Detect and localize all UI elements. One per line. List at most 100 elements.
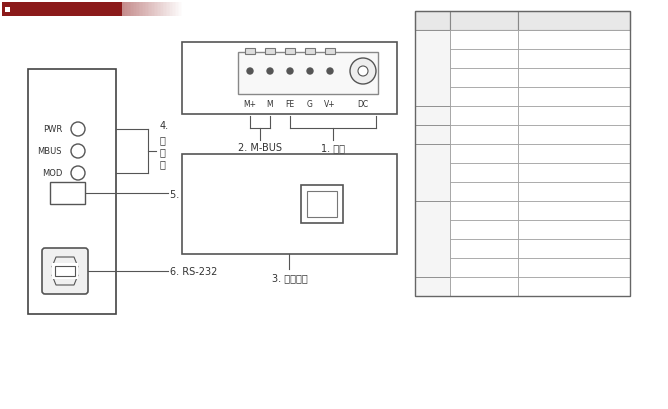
Bar [518, 145, 630, 164]
Bar [134, 3, 136, 17]
Bar [128, 3, 130, 17]
Bar [28, 70, 116, 314]
Bar [301, 186, 343, 223]
Bar [415, 202, 450, 277]
Bar [140, 3, 142, 17]
Text: MODBUS通信指示灯: MODBUS通信指示灯 [542, 188, 605, 196]
Bar [415, 31, 450, 107]
Bar [144, 3, 146, 17]
Text: 电源接地: 电源接地 [564, 93, 584, 102]
Bar [518, 220, 630, 239]
Text: Mbus连接总线正/负极: Mbus连接总线正/负极 [544, 112, 604, 121]
Circle shape [287, 69, 293, 75]
Bar [415, 12, 630, 296]
Text: 灯: 灯 [160, 159, 166, 169]
Bar [124, 3, 125, 17]
Text: 1: 1 [430, 64, 436, 74]
Bar [450, 164, 518, 182]
Circle shape [267, 69, 273, 75]
Bar [146, 3, 148, 17]
Bar [130, 3, 131, 17]
Bar [173, 3, 174, 17]
Bar [450, 145, 518, 164]
Bar [179, 3, 180, 17]
Circle shape [327, 69, 333, 75]
Bar [238, 53, 378, 95]
Bar [450, 239, 518, 258]
Bar [148, 3, 149, 17]
Text: 2. M-BUS: 2. M-BUS [238, 143, 282, 153]
Bar [518, 258, 630, 277]
Circle shape [350, 59, 376, 85]
Text: 4.: 4. [160, 121, 169, 131]
Text: 名称: 名称 [478, 16, 490, 27]
Bar [138, 3, 140, 17]
Bar [180, 3, 182, 17]
Polygon shape [52, 275, 78, 285]
Bar [143, 3, 144, 17]
Text: 电源指示灯: 电源指示灯 [562, 150, 587, 159]
Bar [518, 69, 630, 88]
Bar [167, 3, 168, 17]
Text: RS-232(DB9): RS-232(DB9) [457, 282, 511, 291]
Text: 透传模式使用: 透传模式使用 [559, 245, 589, 254]
Text: 6. RS-232: 6. RS-232 [170, 266, 217, 276]
Text: 引脚定义: 引脚定义 [55, 4, 85, 16]
Bar [450, 107, 518, 126]
Text: PE: PE [479, 93, 489, 102]
Text: 示: 示 [160, 147, 166, 157]
Bar [307, 191, 337, 218]
Text: 5. 四位拨码: 5. 四位拨码 [170, 189, 206, 198]
Text: V+: V+ [478, 74, 490, 83]
Text: 恢复出厂设置: 恢复出厂设置 [559, 263, 589, 272]
Bar [182, 155, 397, 254]
Bar [156, 3, 158, 17]
Bar [415, 12, 450, 31]
Text: 4: 4 [430, 168, 436, 178]
Polygon shape [52, 257, 78, 267]
Circle shape [247, 69, 253, 75]
Bar [415, 126, 450, 145]
Text: 24V 内+，外-: 24V 内+，外- [552, 36, 596, 45]
Bar [450, 50, 518, 69]
Bar [122, 3, 124, 17]
Text: 透传模式使用: 透传模式使用 [559, 225, 589, 234]
Bar [5, 8, 10, 13]
Bar [518, 50, 630, 69]
Bar [518, 107, 630, 126]
Bar [170, 3, 172, 17]
Text: 圆形接头: 圆形接头 [474, 36, 494, 45]
Bar [245, 49, 255, 55]
Bar [52, 263, 78, 279]
Bar [450, 220, 518, 239]
Text: MBUS: MBUS [472, 169, 496, 178]
Bar [132, 3, 134, 17]
Bar [450, 258, 518, 277]
FancyBboxPatch shape [42, 248, 88, 294]
Bar [161, 3, 162, 17]
Text: 拨码开关3: 拨码开关3 [472, 245, 497, 254]
Bar [450, 126, 518, 145]
Text: G: G [481, 55, 487, 64]
Bar [518, 126, 630, 145]
Text: 24V直流电源正端: 24V直流电源正端 [551, 74, 597, 83]
Bar [265, 49, 275, 55]
Text: 拨码开关2: 拨码开关2 [472, 225, 496, 234]
Text: G: G [307, 100, 313, 109]
Text: 指: 指 [160, 135, 166, 145]
Bar [450, 12, 518, 31]
Bar [518, 277, 630, 296]
Text: MBUS: MBUS [37, 147, 62, 156]
Text: 通讯连接: 通讯连接 [564, 131, 584, 139]
Text: 1. 电源: 1. 电源 [321, 143, 345, 153]
Bar [415, 145, 450, 202]
Text: 透传模式使用: 透传模式使用 [559, 207, 589, 216]
Text: PWR: PWR [43, 125, 62, 134]
Text: MOD: MOD [41, 169, 62, 178]
Bar [325, 49, 335, 55]
Bar [50, 182, 85, 204]
Bar [150, 3, 152, 17]
Bar [415, 107, 450, 126]
Bar [142, 3, 143, 17]
Bar [174, 3, 176, 17]
